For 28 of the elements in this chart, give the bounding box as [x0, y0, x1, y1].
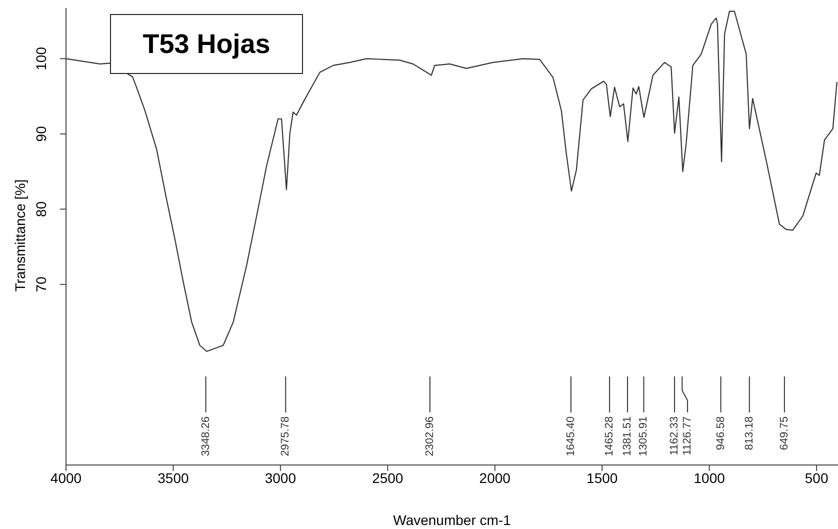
- annotation: 1645.40: [564, 416, 577, 456]
- annotation: 2302.96: [424, 416, 436, 456]
- annotation: 1305.91: [638, 416, 650, 456]
- annotation: 813.18: [743, 416, 756, 450]
- x-tick-label: 500: [804, 470, 828, 486]
- annotation: 2975.78: [280, 416, 292, 456]
- x-tick-label: 1000: [694, 470, 726, 486]
- annotation: 1162.33: [668, 416, 681, 456]
- annotation: 3348.26: [200, 416, 212, 456]
- annotation: 946.58: [714, 416, 727, 450]
- annotation: 649.75: [778, 416, 790, 450]
- y-axis-title: Transmittance [%]: [12, 179, 28, 292]
- annotation: 1465.28: [604, 416, 616, 456]
- y-tick-label: 90: [33, 126, 49, 142]
- x-tick-label: 3000: [264, 470, 296, 486]
- line-series: [66, 10, 838, 352]
- text: T53 Hojas: [110, 14, 303, 74]
- x-tick-label: 3500: [158, 470, 190, 486]
- x-tick-label: 2000: [479, 470, 511, 486]
- x-axis-title: Wavenumber cm-1: [393, 512, 512, 528]
- y-tick-label: 70: [33, 276, 49, 292]
- x-tick-label: 1500: [586, 470, 618, 486]
- y-tick-label: 100: [33, 46, 49, 70]
- x-tick-label: 4000: [50, 470, 82, 486]
- annotation: 1126.77: [682, 416, 694, 456]
- annotation: 1381.51: [622, 416, 634, 456]
- y-tick-label: 80: [33, 201, 49, 217]
- x-tick-label: 2500: [372, 470, 404, 486]
